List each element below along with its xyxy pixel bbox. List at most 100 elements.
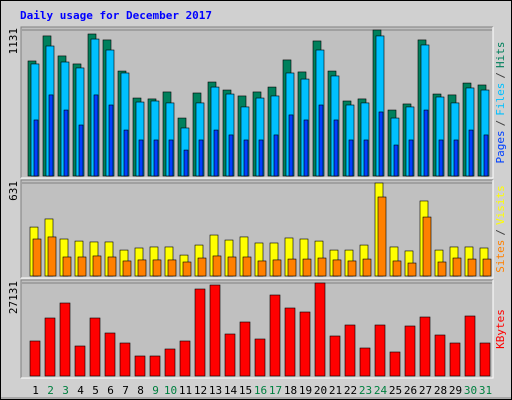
legend: Pages / Files / Hits xyxy=(494,42,507,164)
x-tick-label: 19 xyxy=(299,384,312,397)
bar xyxy=(344,324,356,377)
bar xyxy=(407,262,417,277)
x-tick-label: 30 xyxy=(464,384,477,397)
bar xyxy=(167,259,177,277)
x-tick-label: 23 xyxy=(359,384,372,397)
bar xyxy=(317,257,327,277)
bar xyxy=(134,355,146,377)
bar xyxy=(63,109,69,177)
bar xyxy=(468,129,474,177)
y-tick-label: 631 xyxy=(7,181,20,201)
x-tick-label: 20 xyxy=(314,384,327,397)
bar xyxy=(119,342,131,377)
chart-title: Daily usage for December 2017 xyxy=(20,9,212,22)
bar xyxy=(93,94,99,177)
bar xyxy=(243,139,249,177)
bar xyxy=(347,260,357,277)
x-tick-label: 21 xyxy=(329,384,342,397)
bar xyxy=(138,139,144,177)
bar xyxy=(318,104,324,177)
x-tick-label: 31 xyxy=(479,384,492,397)
x-tick-label: 13 xyxy=(209,384,222,397)
x-tick-label: 4 xyxy=(77,384,84,397)
bar xyxy=(389,351,401,377)
bar xyxy=(123,129,129,177)
bar xyxy=(272,259,282,277)
bar xyxy=(483,134,489,177)
x-tick-label: 28 xyxy=(434,384,447,397)
bar xyxy=(467,258,477,277)
bar xyxy=(239,321,251,377)
x-tick-label: 10 xyxy=(164,384,177,397)
bar xyxy=(273,134,279,177)
bar xyxy=(78,124,84,177)
bar xyxy=(362,258,372,277)
x-tick-label: 1 xyxy=(32,384,39,397)
bar xyxy=(269,294,281,377)
x-tick-label: 27 xyxy=(419,384,432,397)
bar xyxy=(254,338,266,377)
x-tick-label: 29 xyxy=(449,384,462,397)
x-tick-label: 18 xyxy=(284,384,297,397)
bar xyxy=(437,261,447,277)
bar xyxy=(302,258,312,277)
bar xyxy=(434,334,446,377)
bar xyxy=(44,317,56,377)
bar xyxy=(258,139,264,177)
bar xyxy=(224,333,236,377)
legend-entry: Visits xyxy=(494,185,507,225)
y-tick-label: 27131 xyxy=(7,281,20,314)
bar xyxy=(122,260,132,277)
bar xyxy=(89,317,101,377)
legend-separator: / xyxy=(494,229,507,236)
bar xyxy=(213,129,219,177)
legend: KBytes xyxy=(494,309,507,349)
bar xyxy=(288,114,294,177)
legend-entry: Pages xyxy=(494,130,507,163)
panel-edge xyxy=(20,279,493,378)
x-tick-label: 15 xyxy=(239,384,252,397)
x-tick-label: 22 xyxy=(344,384,357,397)
bar xyxy=(228,134,234,177)
bar xyxy=(314,282,326,377)
bar xyxy=(363,139,369,177)
x-tick-label: 12 xyxy=(194,384,207,397)
bar xyxy=(92,255,102,277)
panel-edge xyxy=(21,280,494,379)
bar xyxy=(183,149,189,177)
bar xyxy=(284,307,296,377)
panel-edge xyxy=(21,180,494,279)
bar xyxy=(299,311,311,377)
bar xyxy=(408,139,414,177)
bar xyxy=(242,256,252,277)
bar xyxy=(329,335,341,377)
bar xyxy=(164,348,176,377)
bar xyxy=(152,259,162,277)
bar xyxy=(62,256,72,277)
y-tick-label: 1131 xyxy=(7,28,20,55)
legend: Sites / Visits xyxy=(494,185,507,273)
bar xyxy=(209,284,221,377)
bar xyxy=(137,259,147,277)
bar xyxy=(108,104,114,177)
x-tick-label: 11 xyxy=(179,384,192,397)
bar xyxy=(59,302,71,377)
bar xyxy=(332,259,342,277)
x-tick-label: 6 xyxy=(107,384,114,397)
bar xyxy=(257,260,267,277)
legend-separator: / xyxy=(494,72,507,79)
bar xyxy=(404,325,416,377)
x-tick-label: 8 xyxy=(137,384,144,397)
bar xyxy=(377,196,387,277)
bar xyxy=(77,256,87,277)
legend-entry: Hits xyxy=(494,42,507,69)
x-tick-label: 2 xyxy=(47,384,54,397)
bar xyxy=(287,258,297,277)
panel-edge xyxy=(20,179,493,278)
x-tick-label: 7 xyxy=(122,384,129,397)
x-tick-label: 16 xyxy=(254,384,267,397)
bar xyxy=(452,257,462,277)
bar xyxy=(197,257,207,277)
bar xyxy=(149,355,161,377)
bar xyxy=(47,236,57,277)
